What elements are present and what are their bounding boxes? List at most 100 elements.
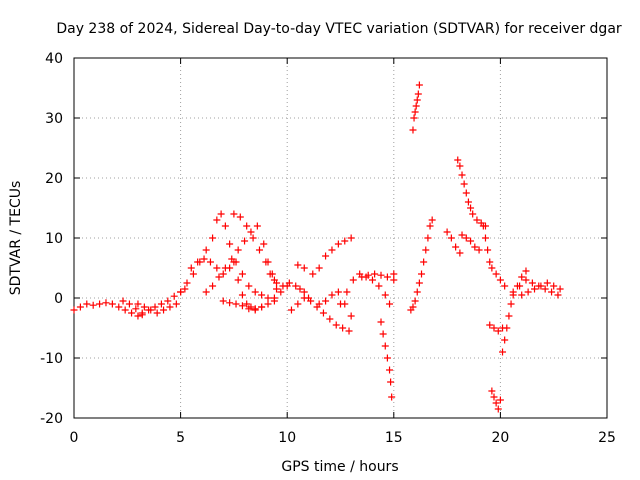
y-tick-label: 10 (45, 231, 63, 247)
data-point (202, 288, 210, 296)
data-point (153, 309, 161, 317)
series-sat-t (458, 231, 483, 254)
data-point (387, 378, 395, 386)
data-point (424, 234, 432, 242)
data-point (368, 276, 376, 284)
data-point (415, 81, 423, 89)
data-point (300, 264, 308, 272)
data-point (243, 300, 251, 308)
data-point (134, 312, 142, 320)
data-point (215, 273, 223, 281)
data-point (516, 282, 524, 290)
data-point (371, 270, 379, 278)
series-sat-v (486, 321, 507, 335)
data-point (422, 246, 430, 254)
series-sat-m (337, 270, 398, 308)
data-point (181, 285, 189, 293)
data-point (115, 303, 123, 311)
data-point (209, 234, 217, 242)
data-point (505, 312, 513, 320)
data-point (420, 258, 428, 266)
series-sat-w (488, 387, 504, 413)
data-point (518, 273, 526, 281)
data-point (343, 288, 351, 296)
data-point (454, 156, 462, 164)
data-point (96, 300, 104, 308)
data-point (187, 264, 195, 272)
data-point (409, 303, 417, 311)
data-point (414, 90, 422, 98)
x-axis-label: GPS time / hours (281, 459, 398, 475)
data-point (377, 318, 385, 326)
data-point (294, 300, 302, 308)
data-point (70, 306, 78, 314)
data-point (490, 393, 498, 401)
data-point (464, 198, 472, 206)
data-point (469, 210, 477, 218)
series-sat-i (273, 279, 313, 302)
data-point (138, 309, 146, 317)
series-sat-z (518, 279, 564, 299)
data-point (541, 285, 549, 293)
data-point (102, 299, 110, 307)
data-point (219, 270, 227, 278)
data-point (554, 291, 562, 299)
data-point (189, 270, 197, 278)
data-point (287, 306, 295, 314)
data-point (202, 246, 210, 254)
data-point (462, 189, 470, 197)
grid-lines (74, 58, 607, 418)
data-point (234, 276, 242, 284)
data-point (285, 279, 293, 287)
data-point (147, 306, 155, 314)
data-point (496, 396, 504, 404)
data-point (322, 297, 330, 305)
data-point (270, 294, 278, 302)
data-point (245, 282, 253, 290)
data-point (255, 246, 263, 254)
data-point (315, 300, 323, 308)
data-point (266, 270, 274, 278)
data-point (501, 282, 509, 290)
data-point (492, 399, 500, 407)
axis-ticks (73, 57, 608, 419)
data-point (479, 222, 487, 230)
data-point (157, 300, 165, 308)
series-sat-o (377, 318, 396, 401)
data-point (481, 234, 489, 242)
data-point (518, 291, 526, 299)
data-point (279, 282, 287, 290)
data-point (241, 237, 249, 245)
series-sat-a (70, 299, 146, 320)
data-point (460, 180, 468, 188)
y-axis-label: SDTVAR / TECUs (8, 181, 24, 296)
series-sat-d (177, 210, 266, 313)
data-point (499, 348, 507, 356)
data-point (381, 342, 389, 350)
series-sat-x (499, 267, 530, 356)
data-point (132, 305, 140, 313)
series-sat-f (202, 222, 281, 296)
data-point (410, 114, 418, 122)
series-sat-y (509, 276, 562, 299)
data-point (83, 300, 91, 308)
data-point (258, 291, 266, 299)
data-point (347, 312, 355, 320)
data-point (294, 261, 302, 269)
data-point (447, 234, 455, 242)
data-point (411, 297, 419, 305)
data-point (337, 300, 344, 308)
data-point (522, 267, 530, 275)
y-tick-label: -20 (40, 411, 63, 427)
data-point (140, 303, 148, 311)
data-point (309, 270, 317, 278)
data-point (548, 288, 556, 296)
data-point (232, 258, 240, 266)
data-point (307, 297, 315, 305)
data-point (292, 282, 300, 290)
data-point (524, 288, 532, 296)
plot-frame (73, 57, 608, 419)
y-tick-label: 0 (54, 291, 63, 307)
data-point (249, 234, 257, 242)
